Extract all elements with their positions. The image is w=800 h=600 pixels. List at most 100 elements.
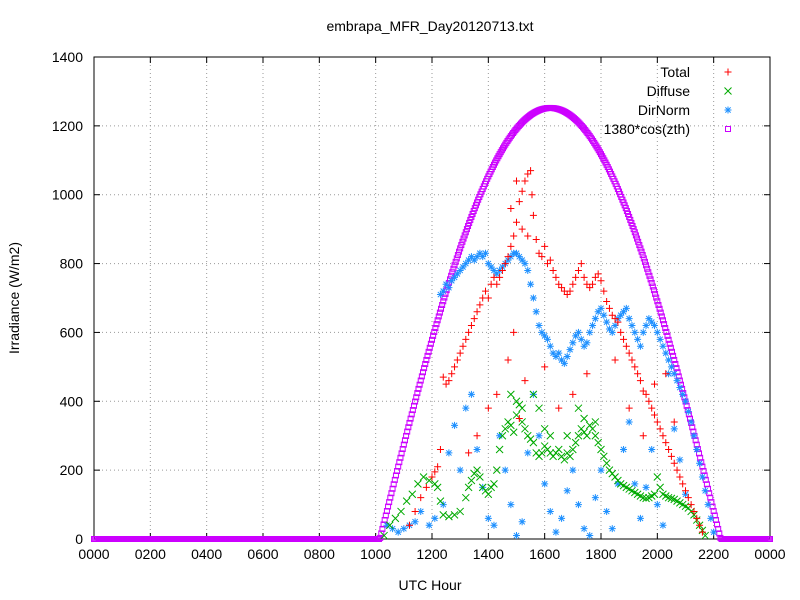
dirnorm-point bbox=[482, 249, 490, 257]
diffuse-point bbox=[529, 438, 538, 447]
cos-zth-point bbox=[404, 428, 411, 435]
total-point bbox=[473, 308, 481, 316]
dirnorm-point bbox=[653, 328, 661, 336]
total-point bbox=[513, 218, 520, 226]
cos-zth-point bbox=[414, 390, 421, 397]
cos-zth-point bbox=[410, 402, 417, 409]
cos-zth-point bbox=[638, 248, 645, 255]
dirnorm-point bbox=[535, 322, 543, 330]
cos-zth-point bbox=[703, 481, 710, 488]
dirnorm-point bbox=[459, 263, 467, 271]
total-point bbox=[529, 211, 537, 219]
diffuse-point bbox=[473, 466, 481, 474]
cos-zth-point bbox=[423, 356, 430, 363]
dirnorm-point bbox=[696, 459, 704, 467]
cos-zth-point bbox=[419, 369, 426, 376]
series-diffuse bbox=[380, 390, 710, 540]
cos-zth-point bbox=[441, 294, 448, 301]
cos-zth-point bbox=[424, 352, 431, 359]
cos-zth-point bbox=[450, 265, 457, 272]
dirnorm-point bbox=[569, 466, 577, 474]
diffuse-point bbox=[667, 494, 676, 503]
total-point bbox=[541, 242, 549, 250]
total-point bbox=[456, 349, 464, 357]
diffuse-point bbox=[591, 431, 600, 440]
total-point bbox=[549, 266, 557, 274]
series-cos-zth bbox=[91, 104, 773, 542]
dirnorm-point bbox=[642, 483, 650, 491]
total-point bbox=[566, 287, 574, 295]
total-point bbox=[493, 390, 501, 398]
total-point bbox=[662, 439, 670, 447]
cos-zth-point bbox=[408, 411, 415, 418]
total-point bbox=[528, 191, 536, 199]
dirnorm-point bbox=[524, 449, 532, 457]
dirnorm-point bbox=[541, 480, 549, 488]
total-point bbox=[651, 380, 659, 388]
total-point bbox=[445, 377, 453, 385]
cos-zth-point bbox=[463, 226, 470, 233]
x-tick-label: 0000 bbox=[78, 546, 109, 562]
total-point bbox=[448, 370, 456, 378]
dirnorm-point bbox=[487, 263, 495, 271]
x-tick-label: 0000 bbox=[754, 546, 785, 562]
diffuse-point bbox=[571, 438, 580, 447]
dirnorm-point bbox=[631, 480, 639, 488]
cos-zth-point bbox=[385, 503, 392, 510]
dirnorm-point bbox=[448, 277, 456, 285]
dirnorm-point bbox=[543, 335, 551, 343]
diffuse-point bbox=[433, 483, 442, 492]
total-point bbox=[532, 235, 540, 243]
cos-zth-point bbox=[432, 325, 439, 332]
dirnorm-point bbox=[586, 532, 594, 540]
dirnorm-point bbox=[535, 432, 543, 440]
cos-zth-point bbox=[434, 317, 441, 324]
cos-zth-point bbox=[639, 252, 646, 259]
total-point bbox=[642, 390, 650, 398]
dirnorm-point bbox=[552, 528, 560, 536]
total-point bbox=[614, 318, 622, 326]
total-point bbox=[411, 507, 419, 515]
total-point bbox=[574, 266, 582, 274]
chart-title: embrapa_MFR_Day20120713.txt bbox=[326, 18, 533, 34]
diffuse-point bbox=[464, 483, 473, 492]
diffuse-point bbox=[380, 531, 388, 540]
cos-zth-point bbox=[629, 223, 636, 230]
total-point bbox=[436, 445, 444, 453]
total-point bbox=[597, 277, 605, 285]
cos-zth-point bbox=[646, 272, 653, 279]
dirnorm-point bbox=[670, 370, 678, 378]
cos-zth-point bbox=[711, 512, 718, 519]
total-point bbox=[467, 322, 475, 330]
total-point bbox=[698, 528, 706, 536]
dirnorm-point bbox=[563, 353, 571, 361]
cos-zth-point bbox=[650, 287, 657, 294]
total-point bbox=[631, 363, 639, 371]
total-point bbox=[431, 468, 439, 476]
diffuse-point bbox=[495, 445, 504, 454]
x-tick-labels: 0000 0200 0400 0600 0800 1000 1200 1400 1600 1800… bbox=[78, 546, 785, 562]
dirnorm-point bbox=[490, 521, 498, 529]
diffuse-point bbox=[597, 445, 605, 454]
cos-zth-point bbox=[417, 377, 424, 384]
dirnorm-point bbox=[684, 408, 692, 416]
dirnorm-point bbox=[462, 260, 470, 268]
dirnorm-point bbox=[456, 466, 464, 474]
diffuse-point bbox=[653, 473, 662, 481]
dirnorm-point bbox=[574, 501, 582, 509]
cos-zth-point bbox=[438, 305, 445, 312]
diffuse-point bbox=[599, 452, 608, 461]
cos-zth-point bbox=[459, 238, 466, 245]
dirnorm-point bbox=[417, 507, 425, 515]
dirnorm-point bbox=[597, 304, 605, 312]
dirnorm-point bbox=[555, 349, 563, 357]
dirnorm-point bbox=[648, 445, 656, 453]
cos-zth-point bbox=[390, 481, 397, 488]
total-point bbox=[676, 473, 684, 481]
total-point bbox=[518, 225, 526, 233]
total-point bbox=[662, 370, 670, 378]
cos-zth-point bbox=[643, 262, 650, 269]
dirnorm-point bbox=[693, 445, 701, 453]
dirnorm-point bbox=[473, 253, 481, 261]
total-point bbox=[518, 187, 526, 195]
